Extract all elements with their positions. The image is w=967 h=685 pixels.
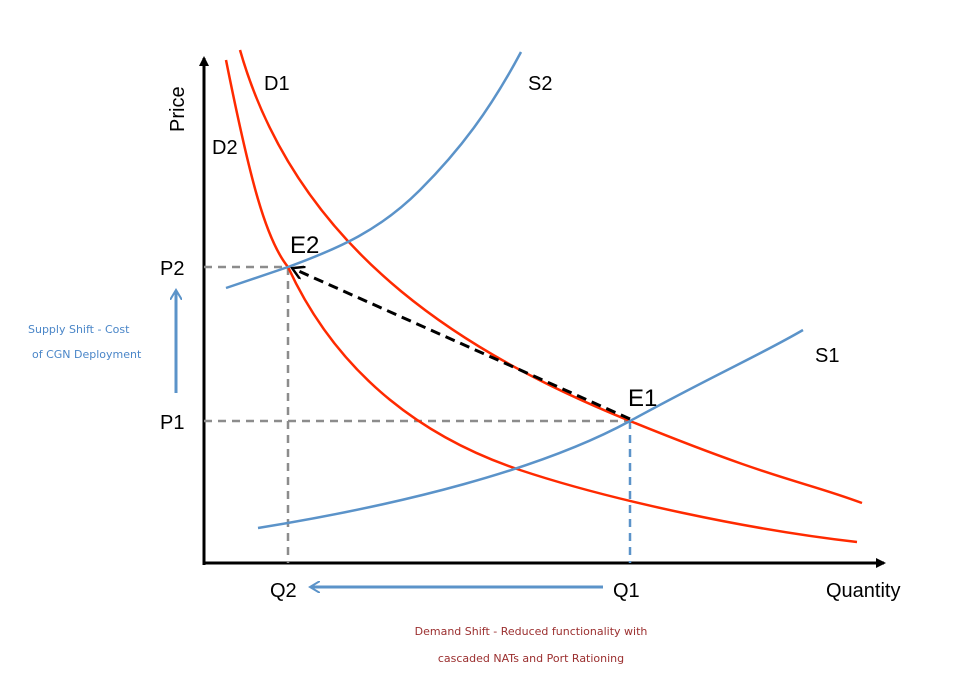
d2-label: D2 <box>212 137 238 159</box>
supply-curve-s1 <box>257 328 804 530</box>
q2-label: Q2 <box>270 580 297 602</box>
e1-label: E1 <box>628 385 657 412</box>
demand-note-line1: Demand Shift - Reduced functionality wit… <box>415 625 648 638</box>
s2-label: S2 <box>528 73 552 95</box>
supply-note-line1: Supply Shift - Cost <box>28 323 130 336</box>
demand-note-line2: cascaded NATs and Port Rationing <box>438 652 624 665</box>
supply-note-line2: of CGN Deployment <box>32 348 142 361</box>
equilibrium-shift-arrow <box>294 269 631 421</box>
p1-label: P1 <box>160 412 184 434</box>
y-axis-label: Price <box>167 86 189 132</box>
x-axis-label: Quantity <box>826 580 900 602</box>
demand-curve-d1 <box>238 49 863 505</box>
demand-curve-d2 <box>224 59 858 544</box>
p2-label: P2 <box>160 258 184 280</box>
supply-curve-s2 <box>225 51 523 290</box>
d1-label: D1 <box>264 73 290 95</box>
e2-label: E2 <box>290 232 319 259</box>
s1-label: S1 <box>815 345 839 367</box>
q1-label: Q1 <box>613 580 640 602</box>
